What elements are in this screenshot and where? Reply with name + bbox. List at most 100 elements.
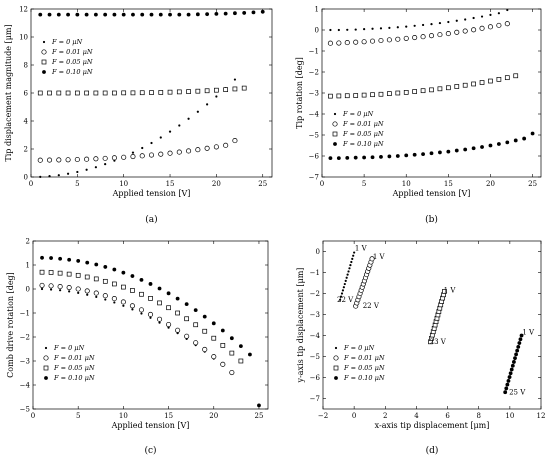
data-point [47,12,52,17]
data-point [232,138,238,144]
data-point [93,156,99,162]
annotation-label: 25 V [509,388,526,396]
data-point [530,131,535,136]
data-point [232,86,238,92]
data-point [354,28,357,31]
y-tick-label: 0 [315,27,319,35]
data-point [148,282,153,286]
data-point [229,369,235,376]
data-point [363,28,366,31]
data-point [403,90,409,95]
data-point [186,148,192,154]
data-point [447,20,450,24]
y-tick-label: −7 [310,395,320,403]
data-point [395,36,401,42]
data-point [445,31,451,37]
data-point [503,390,508,395]
data-point [75,12,80,17]
data-point [131,151,135,154]
y-tick-label: −4 [309,111,320,119]
data-point [428,33,435,39]
series-2 [327,21,510,46]
data-point [111,296,117,302]
data-point [130,154,136,160]
x-tick-label: 20 [212,180,221,188]
data-point [93,290,99,296]
data-point [103,265,108,269]
data-point [238,358,244,364]
panel-label: (a) [145,214,157,225]
legend-label: F = 0 μN [51,38,83,46]
data-point [241,85,247,91]
y-tick-label: 0 [26,286,30,294]
data-point [454,84,460,89]
data-point [139,291,144,297]
legend-marker [332,121,338,127]
data-point [251,10,256,15]
data-point [496,76,502,82]
data-point [166,305,171,311]
data-point [437,32,443,38]
x-axis-label: Applied tension [V] [392,189,471,198]
data-point [196,110,199,113]
data-point [122,304,125,307]
data-point [508,371,513,376]
data-point [158,321,161,324]
data-point [504,386,509,391]
data-point [39,269,45,275]
data-point [438,150,442,155]
data-point [437,86,443,92]
panel-label: (c) [144,445,156,456]
data-point [370,92,375,98]
data-point [66,172,70,175]
y-tick-label: −3 [309,90,319,98]
data-point [76,259,81,263]
panel-label: (d) [426,445,439,456]
data-point [438,21,442,25]
data-point [327,40,333,46]
data-point [120,299,126,305]
data-point [454,148,459,153]
data-point [168,130,172,133]
series-4 [40,255,261,408]
data-point [67,257,72,262]
y-tick-label: 12 [19,6,28,14]
data-point [48,270,54,275]
data-point [361,39,367,45]
data-point [205,12,210,17]
data-point [103,12,108,17]
data-point [214,87,219,93]
data-point [464,18,467,21]
data-point [213,144,219,150]
data-point [369,256,375,262]
data-point [202,346,208,353]
data-point [353,39,359,45]
data-point [442,289,447,294]
data-point [516,344,521,349]
data-point [93,12,98,17]
x-tick-label: 2 [383,412,387,420]
data-point [94,262,99,267]
annotation-label: 22 V [337,296,354,304]
data-point [337,28,340,32]
data-point [480,15,484,18]
data-point [102,90,108,96]
data-point [336,93,342,99]
data-point [121,12,126,17]
x-tick-label: −2 [318,412,328,420]
data-point [77,291,80,294]
data-point [157,286,162,291]
data-point [387,91,392,96]
data-point [353,93,359,98]
data-point [193,322,199,328]
data-point [472,16,475,20]
y-tick-label: −4 [310,332,321,340]
x-axis-label: Applied tension [V] [112,189,191,198]
y-axis-label: Comb drive rotation [deg] [6,272,15,378]
data-point [56,157,62,163]
legend-label: F = 0.05 μN [342,130,384,138]
data-point [39,282,45,288]
data-point [39,175,42,178]
data-point [139,90,145,96]
y-tick-label: 10 [19,34,28,42]
